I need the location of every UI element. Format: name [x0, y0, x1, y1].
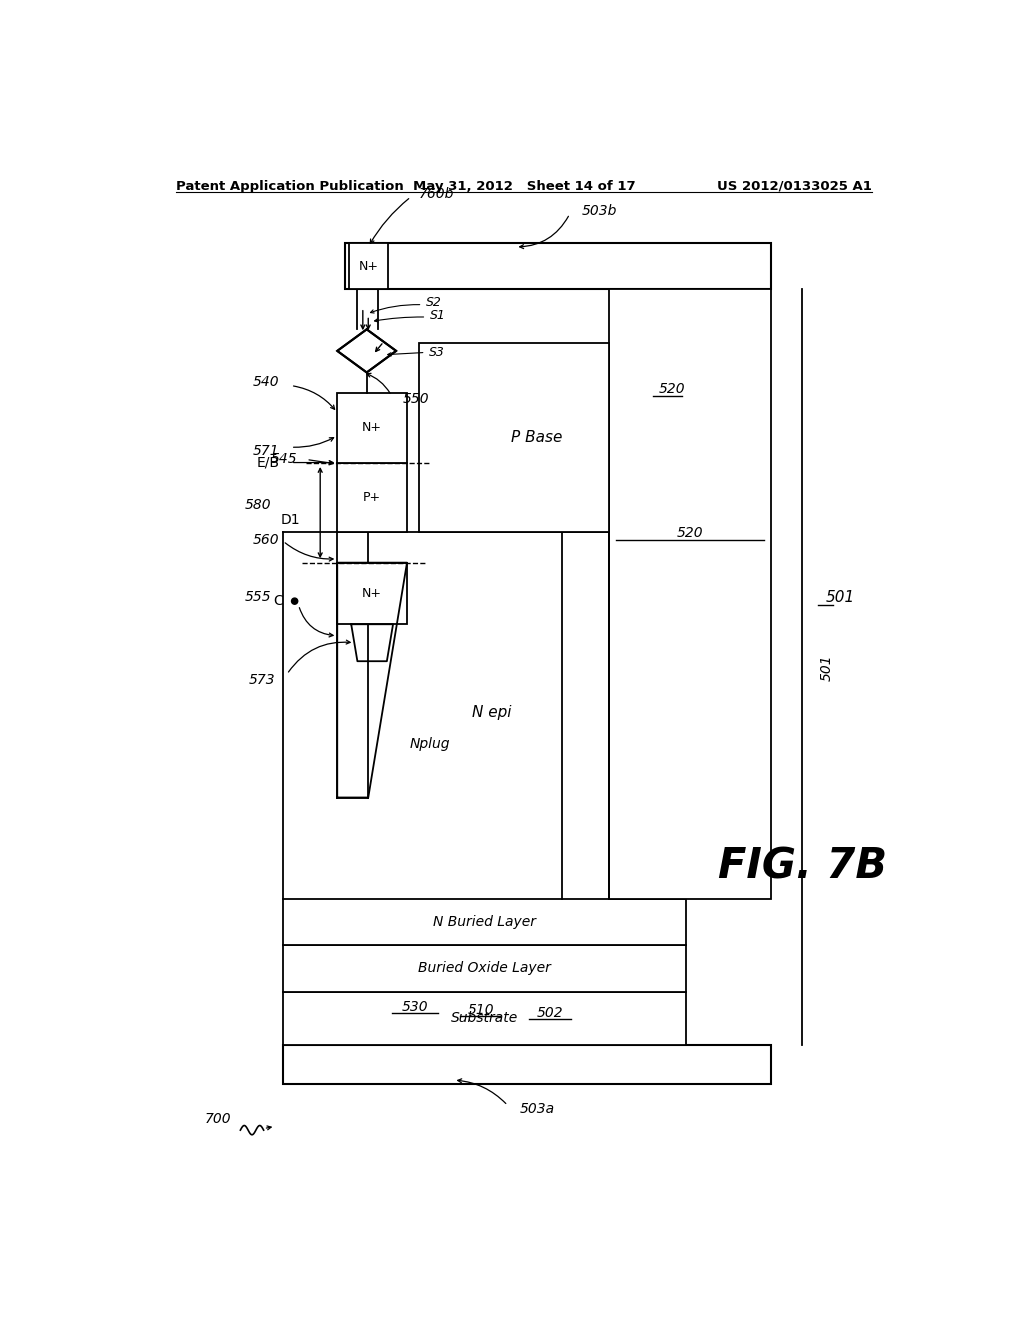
Text: 520: 520 [658, 383, 685, 396]
Text: 501: 501 [825, 590, 855, 605]
Text: 700: 700 [205, 1111, 231, 1126]
Text: 501: 501 [820, 653, 835, 681]
Bar [283, 1045, 771, 1084]
Text: 560: 560 [253, 532, 280, 546]
Bar [345, 243, 771, 289]
Text: 503a: 503a [519, 1102, 555, 1115]
Text: S2: S2 [426, 296, 442, 309]
Text: 580: 580 [245, 498, 271, 512]
Text: P+: P+ [364, 491, 381, 504]
Text: 550: 550 [403, 392, 430, 405]
Text: S3: S3 [429, 346, 444, 359]
Text: Patent Application Publication: Patent Application Publication [176, 180, 403, 193]
Text: N+: N+ [362, 421, 382, 434]
Bar [349, 243, 388, 289]
Text: US 2012/0133025 A1: US 2012/0133025 A1 [717, 180, 872, 193]
Text: P Base: P Base [511, 430, 562, 445]
Text: N epi: N epi [472, 705, 512, 721]
Text: 540: 540 [253, 375, 280, 388]
Text: N Buried Layer: N Buried Layer [433, 915, 536, 929]
Text: 530: 530 [401, 1001, 428, 1014]
Text: D1: D1 [281, 513, 300, 527]
Text: FIG. 7B: FIG. 7B [718, 846, 887, 888]
Bar [337, 393, 407, 462]
Text: 573: 573 [249, 673, 275, 686]
Text: 555: 555 [245, 590, 271, 605]
Text: Nplug: Nplug [410, 737, 451, 751]
Text: 510: 510 [467, 1003, 494, 1016]
Bar [337, 562, 407, 624]
Text: 503b: 503b [582, 203, 616, 218]
Text: 520: 520 [677, 525, 703, 540]
Bar [419, 343, 608, 532]
Text: 545: 545 [270, 451, 297, 466]
Bar [283, 991, 686, 1045]
Text: S1: S1 [430, 309, 446, 322]
Text: E/B: E/B [257, 455, 280, 470]
Bar [283, 945, 686, 991]
Bar [337, 462, 407, 532]
Text: Buried Oxide Layer: Buried Oxide Layer [418, 961, 551, 975]
Text: N+: N+ [362, 587, 382, 601]
Circle shape [292, 598, 298, 605]
Text: 502: 502 [537, 1006, 563, 1020]
Text: N+: N+ [358, 260, 378, 273]
Text: 571: 571 [253, 444, 280, 458]
Text: C: C [273, 594, 283, 609]
Text: May 31, 2012   Sheet 14 of 17: May 31, 2012 Sheet 14 of 17 [414, 180, 636, 193]
Polygon shape [337, 330, 396, 372]
Text: 760b: 760b [419, 187, 454, 201]
Bar [283, 899, 686, 945]
Text: Substrate: Substrate [451, 1011, 518, 1026]
Bar [608, 289, 771, 899]
